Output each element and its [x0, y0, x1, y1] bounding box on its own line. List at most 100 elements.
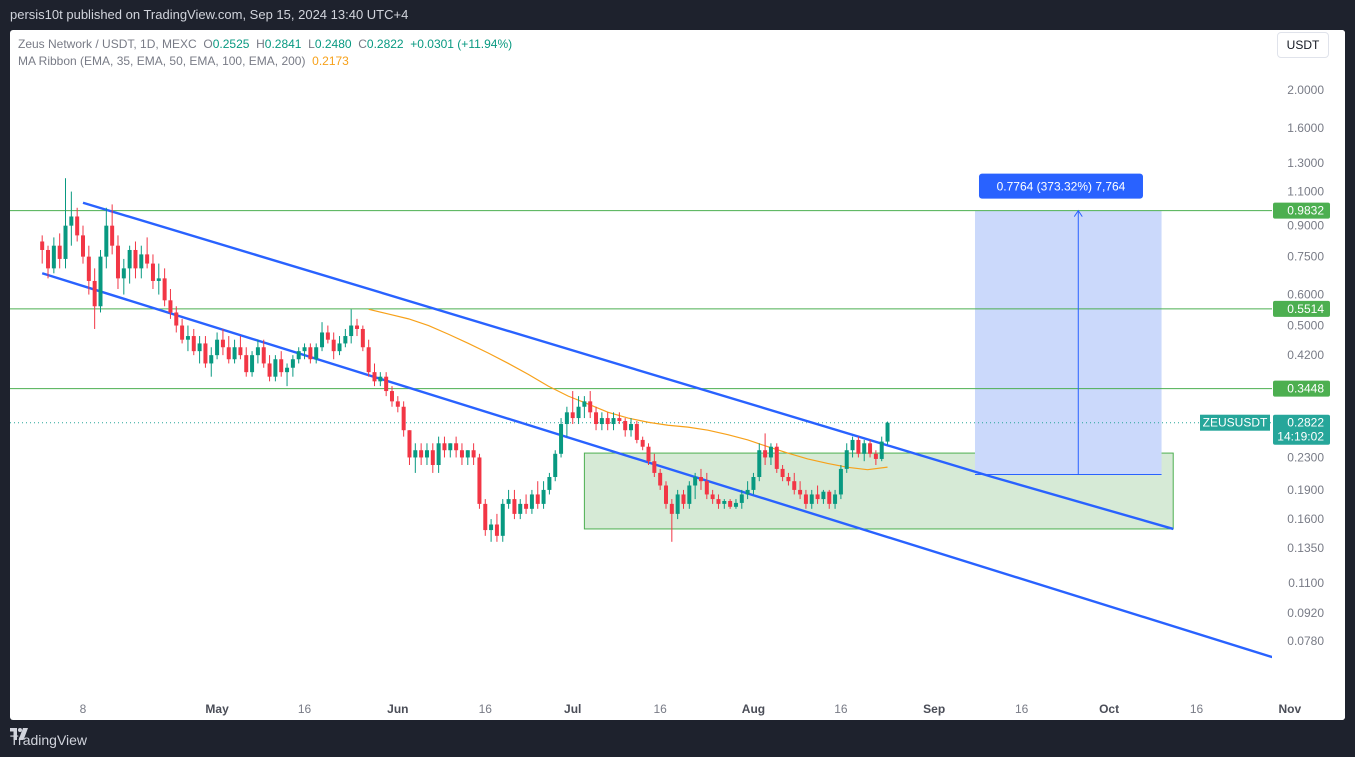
candle-body: [226, 347, 231, 360]
candle-body: [722, 500, 727, 504]
candle-body: [407, 430, 412, 458]
candle-body: [634, 424, 639, 440]
high-value: 0.2841: [264, 37, 302, 51]
y-tick-label: 0.0920: [1287, 606, 1324, 620]
candle-body: [180, 325, 185, 340]
candlestick-chart[interactable]: 0.7764 (373.32%) 7,764 2.0000 1.6000 1.300…: [10, 30, 1345, 720]
candle-body: [150, 263, 155, 281]
candle-body: [710, 494, 715, 500]
candle-body: [325, 332, 330, 340]
candle-body: [617, 418, 622, 422]
low-label: L: [308, 37, 315, 51]
candle-body: [81, 235, 85, 257]
candle-body: [133, 249, 138, 269]
high-label: H: [256, 37, 265, 51]
candle-body: [629, 424, 634, 431]
candle-body: [833, 494, 838, 504]
candle-body: [885, 422, 890, 442]
candle-body: [424, 450, 429, 458]
candle-body: [792, 481, 797, 490]
candle-body: [821, 491, 826, 500]
candle-body: [436, 443, 441, 466]
candle-body: [75, 216, 80, 236]
level-price-label: 0.5514: [1287, 302, 1324, 316]
candle-body: [296, 351, 301, 360]
candle-body: [774, 446, 779, 469]
price-axis: [1272, 30, 1345, 720]
y-tick-label: 2.0000: [1287, 83, 1324, 97]
candle-body: [809, 494, 814, 504]
measure-label: 0.7764 (373.32%) 7,764: [997, 180, 1126, 194]
candle-body: [664, 485, 668, 504]
candle-body: [273, 359, 278, 377]
candle-body: [232, 347, 237, 360]
candle-body: [611, 418, 616, 425]
level-price-label: 0.3448: [1287, 382, 1324, 396]
candle-body: [494, 524, 499, 536]
symbol-tag-label: ZEUSUSDT: [1203, 416, 1268, 430]
candle-body: [844, 450, 849, 469]
candle-body: [279, 359, 284, 373]
candle-body: [267, 363, 272, 377]
candle-body: [477, 457, 482, 504]
candle-body: [763, 450, 768, 458]
candle-body: [687, 485, 692, 504]
candle-body: [40, 241, 45, 250]
candle-body: [798, 489, 803, 495]
level-price-tag: [1273, 300, 1330, 317]
candle-body: [145, 254, 150, 264]
chart-panel[interactable]: 0.7764 (373.32%) 7,764 2.0000 1.6000 1.300…: [10, 30, 1345, 720]
ma-ribbon-label[interactable]: MA Ribbon (EMA, 35, EMA, 50, EMA, 100, E…: [18, 54, 306, 68]
candle-body: [570, 412, 575, 419]
close-label: C: [358, 37, 367, 51]
currency-button[interactable]: USDT: [1277, 32, 1329, 58]
candle-body: [873, 453, 878, 459]
x-tick-label: Jul: [564, 702, 581, 716]
candle-body: [640, 439, 645, 447]
candle-body: [838, 468, 843, 495]
candle-body: [121, 268, 126, 279]
candle-body: [524, 503, 529, 509]
level-price-tag: [1273, 380, 1330, 397]
x-tick-label: Sep: [923, 702, 945, 716]
candle-body: [355, 325, 360, 329]
candle-body: [442, 443, 447, 451]
level-price-tag: [1273, 202, 1330, 219]
candle-body: [185, 336, 190, 340]
x-tick-label: Nov: [1278, 702, 1301, 716]
candle-body: [174, 312, 179, 326]
candle-body: [745, 489, 750, 495]
candle-body: [535, 494, 540, 504]
x-tick-label: 8: [80, 702, 87, 716]
symbol-name[interactable]: Zeus Network / USDT, 1D, MEXC: [18, 37, 197, 51]
y-tick-label: 1.1000: [1287, 185, 1324, 199]
candle-body: [698, 477, 703, 482]
candle-body: [337, 343, 342, 352]
candle-body: [454, 443, 459, 451]
y-tick-label: 0.2300: [1287, 450, 1324, 464]
candle-body: [430, 450, 435, 466]
x-tick-label: Jun: [387, 702, 408, 716]
level-price-label: 0.9832: [1287, 204, 1324, 218]
tradingview-logo-icon: [10, 728, 28, 740]
candle-body: [203, 343, 208, 364]
candle-body: [320, 332, 325, 348]
y-tick-label: 0.1100: [1288, 576, 1324, 590]
candle-body: [401, 406, 406, 431]
change-value: +0.0301 (+11.94%): [410, 37, 513, 51]
candle-body: [215, 339, 220, 356]
y-tick-label: 1.3000: [1287, 156, 1324, 170]
legend-ma-row: MA Ribbon (EMA, 35, EMA, 50, EMA, 100, E…: [18, 53, 512, 70]
candle-body: [704, 481, 709, 495]
candle-body: [582, 401, 587, 407]
lower-trendline: [41, 272, 1285, 662]
candle-body: [547, 477, 552, 490]
candle-body: [489, 524, 494, 531]
candle-body: [86, 256, 91, 281]
candle-body: [92, 280, 97, 307]
candle-body: [110, 225, 115, 246]
candle-body: [518, 503, 523, 514]
candle-body: [733, 502, 738, 507]
candle-body: [285, 367, 290, 373]
candle-body: [757, 450, 762, 478]
